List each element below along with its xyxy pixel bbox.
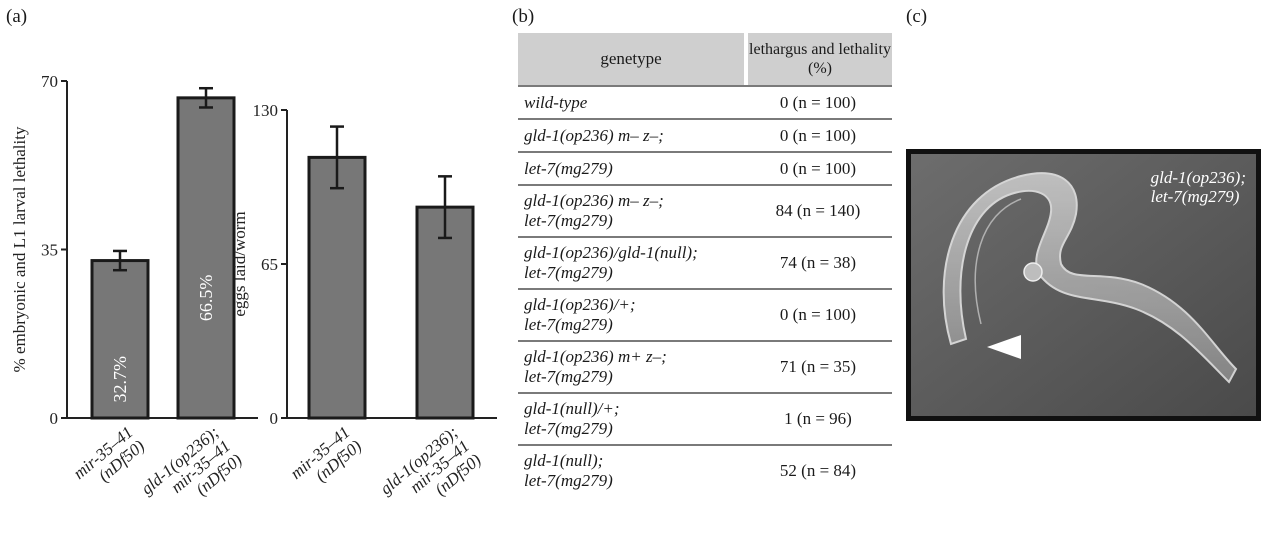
genotype-line: gld-1(null);	[524, 451, 604, 470]
genotype-line: let-7(mg279)	[524, 419, 613, 438]
genotype-line: let-7(mg279)	[524, 263, 613, 282]
table-header: genetype lethargus and lethality (%)	[518, 33, 892, 85]
category-label: gld-1(op236);mir-35–41(nDf50)	[137, 422, 246, 526]
genotype-cell: gld-1(op236) m– z–; let-7(mg279)	[518, 191, 744, 231]
table-row: gld-1(null); let-7(mg279) 52 (n = 84)	[518, 444, 892, 496]
genotype-line: gld-1(op236)/gld-1(null);	[524, 243, 698, 262]
photo-caption-line1: gld-1(op236);	[1150, 168, 1246, 187]
genotype-line: let-7(mg279)	[524, 367, 613, 386]
data-label: 32.7%	[110, 356, 130, 403]
genotype-line: gld-1(op236) m– z–;	[524, 125, 664, 145]
arrowhead-icon	[987, 335, 1021, 359]
bar	[90, 259, 150, 420]
table-row: let-7(mg279) 0 (n = 100)	[518, 151, 892, 184]
genotype-cell: let-7(mg279)	[518, 159, 744, 179]
category-label: mir-35–41(nDf50)	[287, 422, 366, 496]
header-genotype: genetype	[518, 33, 744, 85]
lethality-cell: 0 (n = 100)	[779, 92, 857, 112]
genotype-line: gld-1(op236) m– z–;	[524, 191, 664, 210]
genotype-line: gld-1(op236)/+;	[524, 295, 636, 314]
table-row: gld-1(op236) m+ z–; let-7(mg279) 71 (n = 3…	[518, 340, 892, 392]
y-tick-label: 0	[50, 409, 59, 428]
worm-micrograph: gld-1(op236); let-7(mg279)	[906, 149, 1261, 421]
bar	[176, 96, 236, 420]
y-tick-label: 0	[270, 409, 279, 428]
genotype-cell: gld-1(op236)/gld-1(null); let-7(mg279)	[518, 243, 744, 283]
lethality-cell: 71 (n = 35)	[779, 357, 857, 376]
genotype-cell: gld-1(op236) m+ z–; let-7(mg279)	[518, 347, 744, 387]
lethality-cell: 84 (n = 140)	[775, 201, 861, 220]
photo-caption: gld-1(op236); let-7(mg279)	[1151, 168, 1246, 206]
genotype-line: let-7(mg279)	[524, 211, 613, 230]
table-row: gld-1(op236)/gld-1(null); let-7(mg279) 74 …	[518, 236, 892, 288]
y-tick-label: 130	[253, 101, 279, 120]
genotype-line: let-7(mg279)	[524, 315, 613, 334]
genotype-line: gld-1(op236) m+ z–;	[524, 347, 667, 366]
genotype-line: let-7(mg279)	[524, 471, 613, 490]
genotype-line: wild-type	[524, 92, 588, 112]
y-axis-label: eggs laid/worm	[230, 211, 249, 316]
panel-label-c: (c)	[906, 6, 928, 27]
lethality-cell: 0 (n = 100)	[779, 125, 857, 145]
table-row: wild-type 0 (n = 100)	[518, 85, 892, 118]
photo-caption-line2: let-7(mg279)	[1150, 187, 1240, 206]
y-tick-label: 35	[41, 241, 58, 260]
lethality-cell: 0 (n = 100)	[779, 158, 857, 178]
genotype-line: let-7(mg279)	[524, 158, 613, 178]
lethality-cell: 1 (n = 96)	[784, 409, 852, 428]
genotype-table: genetype lethargus and lethality (%) wil…	[518, 33, 892, 496]
table-body: wild-type 0 (n = 100) gld-1(op236) m– z–; 0…	[518, 85, 892, 496]
lethality-cell: 74 (n = 38)	[779, 253, 857, 272]
bar	[415, 205, 475, 420]
genotype-line: gld-1(null)/+;	[524, 399, 620, 418]
panel-label-a: (a)	[6, 6, 28, 27]
lethality-cell: 52 (n = 84)	[779, 461, 857, 480]
table-row: gld-1(op236)/+; let-7(mg279) 0 (n = 100)	[518, 288, 892, 340]
data-label: 66.5%	[196, 275, 216, 322]
genotype-cell: gld-1(op236)/+; let-7(mg279)	[518, 295, 744, 335]
worm-image	[911, 154, 1256, 416]
category-label: gld-1(op236);mir-35–41(nDf50)	[376, 422, 485, 526]
genotype-cell: wild-type	[518, 93, 744, 113]
category-label: mir-35–41(nDf50)	[70, 422, 149, 496]
y-tick-label: 70	[41, 72, 58, 91]
bar	[307, 155, 367, 420]
panel-label-b: (b)	[512, 6, 535, 27]
genotype-cell: gld-1(null); let-7(mg279)	[518, 451, 744, 491]
table-row: gld-1(op236) m– z–; let-7(mg279) 84 (n = 1…	[518, 184, 892, 236]
table-row: gld-1(op236) m– z–; 0 (n = 100)	[518, 118, 892, 151]
y-axis-label: % embryonic and L1 larval lethality	[10, 126, 29, 372]
header-lethality: lethargus and lethality (%)	[748, 33, 892, 85]
panel-a-charts: 0 35 70 % embryonic and L1 larval lethality…	[10, 72, 497, 526]
table-row: gld-1(null)/+; let-7(mg279) 1 (n = 96)	[518, 392, 892, 444]
lethality-cell: 0 (n = 100)	[779, 305, 857, 324]
y-tick-label: 65	[261, 255, 278, 274]
genotype-cell: gld-1(null)/+; let-7(mg279)	[518, 399, 744, 439]
genotype-cell: gld-1(op236) m– z–;	[518, 126, 744, 146]
